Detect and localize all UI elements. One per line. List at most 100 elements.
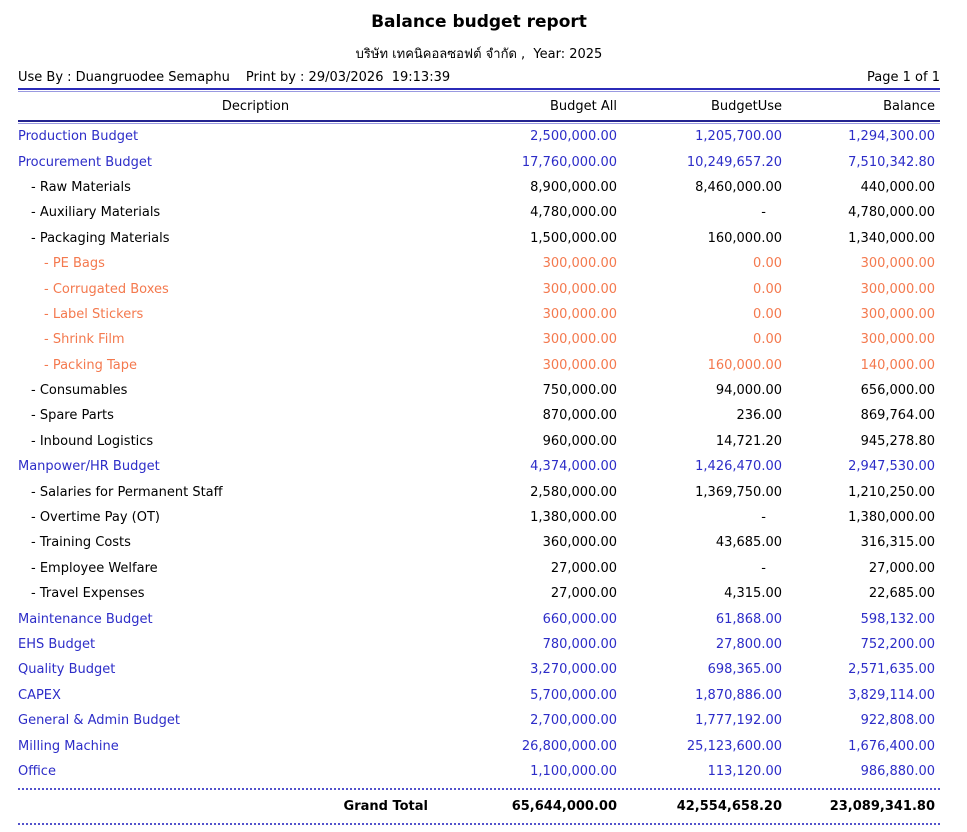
- row-budget-all: 2,700,000.00: [530, 713, 617, 729]
- row-budget-use: 236.00: [736, 408, 783, 424]
- row-balance: 300,000.00: [860, 332, 935, 348]
- grand-total-balance: 23,089,341.80: [829, 798, 935, 814]
- print-by-text: Print by : 29/03/2026 19:13:39: [245, 70, 451, 85]
- col-header-budget-all: Budget All: [549, 98, 617, 114]
- row-balance: 140,000.00: [860, 357, 935, 373]
- table-row: - Spare Parts 870,000.00 236.00 869,764.…: [18, 403, 940, 428]
- row-description: Maintenance Budget: [18, 611, 153, 627]
- table-row: - Overtime Pay (OT) 1,380,000.00 - 1,380…: [18, 505, 940, 530]
- row-description: Milling Machine: [18, 738, 119, 754]
- row-budget-use: -: [761, 205, 766, 221]
- row-budget-all: 300,000.00: [542, 357, 617, 373]
- use-by-text: Use By : Duangruodee Semaphu: [18, 70, 230, 85]
- row-balance: 986,880.00: [860, 763, 935, 779]
- row-description: - PE Bags: [44, 256, 105, 272]
- row-budget-use: 0.00: [753, 256, 782, 272]
- row-budget-all: 5,700,000.00: [530, 687, 617, 703]
- table-row: - Auxiliary Materials 4,780,000.00 - 4,7…: [18, 200, 940, 225]
- row-description: - Salaries for Permanent Staff: [31, 484, 223, 500]
- row-budget-all: 780,000.00: [542, 637, 617, 652]
- row-balance: 300,000.00: [860, 256, 935, 272]
- row-balance: 2,571,635.00: [848, 662, 935, 678]
- row-budget-all: 2,580,000.00: [530, 484, 617, 500]
- table-row: EHS Budget 780,000.00 27,800.00 752,200.…: [18, 632, 940, 657]
- table-row: CAPEX 5,700,000.00 1,870,886.00 3,829,11…: [18, 683, 940, 708]
- col-header-balance: Balance: [883, 98, 935, 114]
- row-budget-all: 300,000.00: [542, 332, 617, 348]
- row-balance: 945,278.80: [860, 433, 935, 449]
- row-budget-all: 660,000.00: [542, 611, 617, 627]
- row-balance: 300,000.00: [860, 281, 935, 297]
- row-description: - Label Stickers: [44, 306, 144, 322]
- row-budget-use: -: [761, 560, 766, 576]
- row-description: - Auxiliary Materials: [31, 205, 161, 221]
- report-info-row: Use By : Duangruodee Semaphu Print by : 2…: [18, 68, 940, 88]
- row-budget-use: -: [761, 510, 766, 526]
- row-budget-use: 160,000.00: [707, 230, 782, 246]
- row-budget-use: 1,426,470.00: [695, 459, 782, 475]
- row-budget-use: 27,800.00: [715, 637, 782, 652]
- row-budget-use: 61,868.00: [715, 611, 782, 627]
- row-description: General & Admin Budget: [18, 713, 180, 729]
- report-info-left: Use By : Duangruodee Semaphu Print by : 2…: [18, 68, 450, 88]
- row-budget-use: 698,365.00: [707, 662, 782, 678]
- row-balance: 22,685.00: [868, 586, 935, 602]
- row-balance: 1,380,000.00: [848, 510, 935, 526]
- report-title: Balance budget report: [371, 12, 587, 32]
- row-budget-all: 1,380,000.00: [530, 510, 617, 526]
- row-description: - Spare Parts: [31, 408, 114, 424]
- grand-total-row: Grand Total 65,644,000.00 42,554,658.20 …: [18, 793, 940, 819]
- row-description: Procurement Budget: [18, 154, 152, 170]
- row-balance: 7,510,342.80: [848, 154, 935, 170]
- row-budget-use: 43,685.00: [715, 535, 782, 551]
- column-header-row: Decription Budget All BudgetUse Balance: [18, 92, 940, 120]
- row-budget-all: 4,780,000.00: [530, 205, 617, 221]
- row-balance: 752,200.00: [860, 637, 935, 652]
- row-budget-use: 94,000.00: [715, 383, 782, 399]
- row-budget-all: 3,270,000.00: [530, 662, 617, 678]
- row-budget-use: 160,000.00: [707, 357, 782, 373]
- grand-total-budget-all: 65,644,000.00: [511, 798, 617, 814]
- row-balance: 1,676,400.00: [848, 738, 935, 754]
- row-balance: 1,210,250.00: [848, 484, 935, 500]
- table-row: - Training Costs 360,000.00 43,685.00 31…: [18, 530, 940, 555]
- row-budget-all: 27,000.00: [550, 560, 617, 576]
- row-budget-use: 25,123,600.00: [686, 738, 782, 754]
- row-budget-all: 4,374,000.00: [530, 459, 617, 475]
- info-divider-line: [18, 88, 940, 92]
- row-description: EHS Budget: [18, 637, 96, 652]
- table-row: - Inbound Logistics 960,000.00 14,721.20…: [18, 429, 940, 454]
- row-budget-use: 10,249,657.20: [686, 154, 782, 170]
- row-description: - Inbound Logistics: [31, 433, 154, 449]
- row-budget-use: 0.00: [753, 281, 782, 297]
- row-description: - Shrink Film: [44, 332, 125, 348]
- row-budget-use: 14,721.20: [715, 433, 782, 449]
- row-description: Manpower/HR Budget: [18, 459, 160, 475]
- row-balance: 869,764.00: [860, 408, 935, 424]
- col-header-description: Decription: [221, 98, 290, 114]
- row-description: - Raw Materials: [31, 179, 131, 195]
- report-subtitle: บริษัท เทคนิคอลซอฟต์ จำกัด , Year: 2025: [355, 47, 603, 62]
- row-budget-use: 113,120.00: [707, 763, 782, 779]
- table-row: Maintenance Budget 660,000.00 61,868.00 …: [18, 606, 940, 631]
- row-balance: 316,315.00: [860, 535, 935, 551]
- row-description: Production Budget: [18, 129, 139, 145]
- row-budget-all: 26,800,000.00: [521, 738, 617, 754]
- row-balance: 27,000.00: [868, 560, 935, 576]
- table-row: Quality Budget 3,270,000.00 698,365.00 2…: [18, 657, 940, 682]
- table-row: Milling Machine 26,800,000.00 25,123,600…: [18, 733, 940, 758]
- row-budget-all: 2,500,000.00: [530, 129, 617, 145]
- row-description: - Packing Tape: [44, 357, 137, 373]
- row-budget-all: 1,100,000.00: [530, 763, 617, 779]
- row-budget-use: 1,777,192.00: [695, 713, 782, 729]
- row-budget-all: 360,000.00: [542, 535, 617, 551]
- row-balance: 598,132.00: [860, 611, 935, 627]
- table-row: - Travel Expenses 27,000.00 4,315.00 22,…: [18, 581, 940, 606]
- table-row: - Consumables 750,000.00 94,000.00 656,0…: [18, 378, 940, 403]
- row-budget-all: 17,760,000.00: [521, 154, 617, 170]
- row-budget-all: 870,000.00: [542, 408, 617, 424]
- table-row: Manpower/HR Budget 4,374,000.00 1,426,47…: [18, 454, 940, 479]
- grand-total-divider-bottom: [18, 823, 940, 826]
- row-budget-all: 27,000.00: [550, 586, 617, 602]
